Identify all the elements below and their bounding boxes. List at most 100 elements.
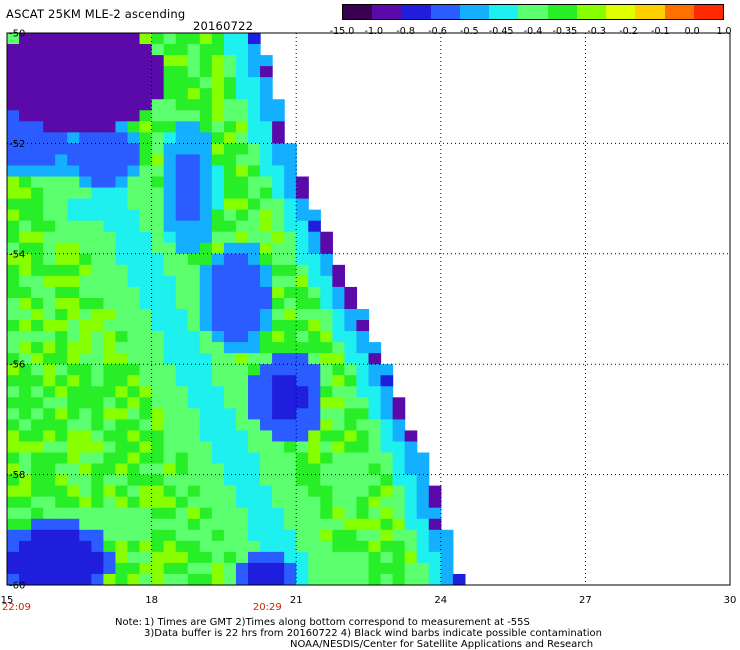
heatmap-cell [235,187,249,200]
heatmap-cell [308,507,321,520]
heatmap-cell [103,110,117,122]
heatmap-cell [356,386,370,398]
heatmap-cell [127,474,141,487]
heatmap-cell [139,44,153,56]
heatmap-cell [67,585,80,597]
heatmap-cell [31,353,44,365]
heatmap-cell [223,397,237,409]
note-text-3: NOAA/NESDIS/Center for Satellite Applica… [290,639,594,650]
heatmap-cell [356,441,370,454]
heatmap-cell [199,33,213,45]
heatmap-cell [248,286,261,299]
heatmap-cell [260,198,273,211]
heatmap-cell [332,320,345,332]
heatmap-cell [211,264,225,277]
heatmap-cell [91,375,104,387]
heatmap-cell [235,286,249,299]
heatmap-cell [235,231,249,244]
heatmap-cell [55,551,68,564]
heatmap-cell [139,88,153,100]
heatmap-cell [404,507,418,520]
heatmap-cell [308,419,321,432]
heatmap-cell [91,529,104,542]
heatmap-cell [151,540,165,553]
heatmap-cell [368,397,382,409]
heatmap-cell [43,419,56,432]
heatmap-cell [199,176,213,189]
chart-date: 20160722 [193,19,254,33]
heatmap-cell [248,264,261,277]
heatmap-cell [55,297,68,310]
heatmap-cell [235,66,249,78]
heatmap-cell [79,253,92,266]
heatmap-cell [235,540,249,553]
heatmap-cell [368,573,382,585]
heatmap-cell [211,320,225,332]
heatmap-cell [7,121,20,133]
heatmap-cell [19,77,32,89]
heatmap-cell [284,297,297,310]
heatmap-cell [199,496,213,509]
heatmap-cell [43,176,56,189]
heatmap-cell [151,452,165,465]
heatmap-cell [320,540,333,553]
heatmap-cell [67,231,80,244]
heatmap-cell [296,551,309,564]
heatmap-cell [260,408,273,420]
heatmap-cell [79,143,92,156]
heatmap-cell [55,562,68,575]
heatmap-cell [175,485,189,498]
heatmap-cell [332,297,345,310]
heatmap-cell [187,386,201,398]
heatmap-cell [91,364,104,376]
heatmap-cell [31,286,44,299]
heatmap-cell [296,573,309,585]
heatmap-cell [103,220,117,233]
heatmap-cell [31,518,44,531]
heatmap-cell [19,529,32,542]
heatmap-cell [103,231,117,244]
x-tick-label: 15 [1,595,14,606]
heatmap-cell [211,154,225,167]
heatmap-cell [79,551,92,564]
heatmap-cell [79,320,92,332]
heatmap-cell [91,220,104,233]
heatmap-cell [235,154,249,167]
heatmap-cell [55,419,68,432]
heatmap-cell [67,364,80,376]
heatmap-cell [31,209,44,222]
heatmap-cell [31,452,44,465]
heatmap-cell [223,386,237,398]
heatmap-cell [272,320,285,332]
heatmap-cell [296,529,309,542]
heatmap-cell [175,44,189,56]
heatmap-cell [91,320,104,332]
heatmap-cell [55,573,68,585]
heatmap-cell [344,364,358,376]
heatmap-cell [356,585,369,597]
heatmap-cell [223,297,237,310]
heatmap-cell [79,441,92,454]
heatmap-cell [199,562,213,575]
heatmap-cell [115,585,128,597]
heatmap-cell [260,562,273,575]
heatmap-cell [91,485,104,498]
heatmap-cell [248,99,261,111]
heatmap-cell [91,408,104,420]
heatmap-cell [31,88,44,100]
heatmap-cell [139,297,153,310]
heatmap-cell [31,419,44,432]
heatmap-cell [224,585,237,597]
heatmap-cell [7,529,20,542]
heatmap-cell [31,275,44,288]
heatmap-cell [235,99,249,111]
heatmap-cell [248,253,261,266]
heatmap-cell [67,430,80,443]
heatmap-cell [7,430,20,443]
heatmap-cell [139,176,153,189]
heatmap-cell [91,187,104,200]
heatmap-cell [260,297,273,310]
heatmap-cell [7,540,20,553]
heatmap-cell [332,309,345,321]
heatmap-cell [272,220,285,233]
